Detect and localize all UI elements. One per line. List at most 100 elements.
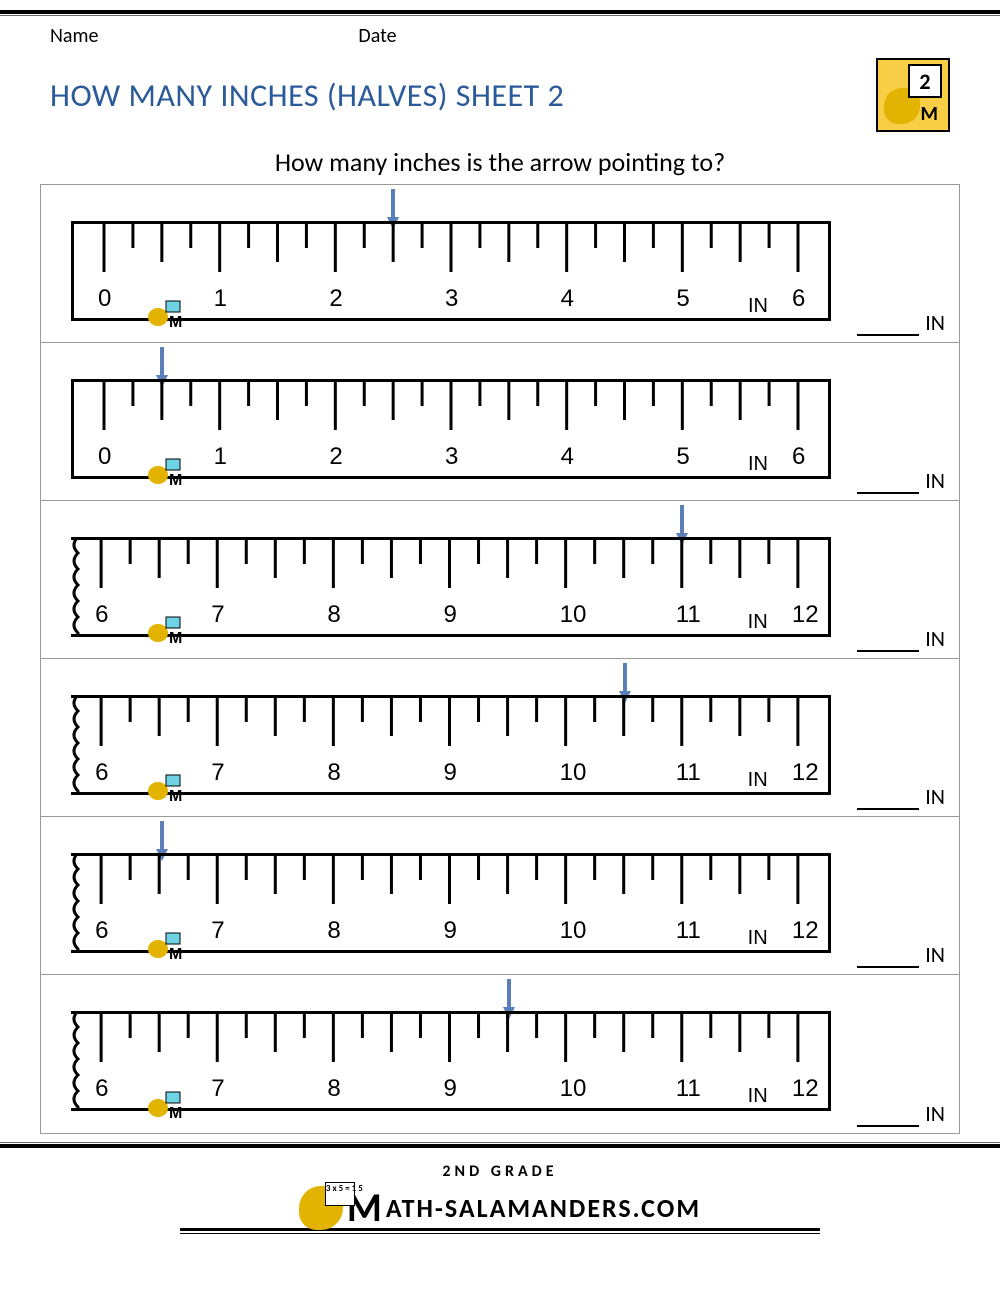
answer-unit: IN (925, 309, 945, 336)
svg-text:IN: IN (748, 611, 768, 633)
ruler-row: 0123456IN M IN (41, 343, 959, 501)
svg-text:6: 6 (95, 1075, 108, 1102)
svg-text:1: 1 (214, 443, 227, 470)
grade-number: 2 (908, 64, 942, 98)
svg-text:12: 12 (792, 917, 819, 944)
svg-text:IN: IN (748, 769, 768, 791)
mini-logo-icon: M (146, 615, 188, 650)
svg-text:M: M (169, 1105, 182, 1120)
ruler-row: 0 1 2 3 4 5 6 IN M IN (41, 185, 959, 343)
svg-text:11: 11 (676, 759, 701, 786)
answer-line (857, 1125, 919, 1127)
svg-text:9: 9 (443, 1075, 456, 1102)
name-label: Name (50, 24, 98, 48)
answer-blank[interactable]: IN (857, 625, 945, 652)
svg-text:M: M (169, 788, 182, 803)
svg-text:11: 11 (676, 1075, 701, 1102)
svg-text:12: 12 (792, 601, 819, 628)
svg-text:8: 8 (327, 601, 340, 628)
svg-text:2: 2 (329, 285, 342, 312)
svg-text:11: 11 (676, 601, 701, 628)
footer-card: 3x5=15 (325, 1182, 355, 1206)
svg-text:6: 6 (95, 917, 108, 944)
svg-text:M: M (169, 630, 182, 645)
date-label: Date (358, 24, 396, 48)
svg-text:9: 9 (443, 601, 456, 628)
answer-unit: IN (925, 941, 945, 968)
svg-text:M: M (169, 946, 182, 961)
svg-text:0: 0 (98, 443, 111, 470)
answer-line (857, 492, 919, 494)
bottom-rule-thin (0, 1142, 1000, 1143)
worksheet-grid: 0123456IN M IN 0123456IN M IN 6789101112… (40, 184, 960, 1134)
answer-line (857, 650, 919, 652)
svg-text:IN: IN (748, 295, 768, 317)
answer-blank[interactable]: IN (857, 941, 945, 968)
svg-text:2: 2 (329, 443, 342, 470)
footer: 2ND GRADE 3x5=15 M ATH-SALAMANDERS.COM (0, 1162, 1000, 1234)
answer-line (857, 966, 919, 968)
svg-text:11: 11 (676, 917, 701, 944)
svg-text:7: 7 (211, 601, 224, 628)
footer-site-text: ATH-SALAMANDERS.COM (386, 1192, 701, 1224)
svg-text:1: 1 (214, 285, 227, 312)
svg-text:7: 7 (211, 759, 224, 786)
footer-underline2 (180, 1233, 820, 1234)
answer-unit: IN (925, 467, 945, 494)
mini-logo-icon: M (146, 457, 188, 492)
svg-text:12: 12 (792, 759, 819, 786)
grade-badge: 2 M (876, 58, 950, 132)
page: Name Date HOW MANY INCHES (HALVES) SHEET… (0, 10, 1000, 1274)
ruler-row: 6789101112IN M IN (41, 975, 959, 1133)
worksheet-title: HOW MANY INCHES (HALVES) SHEET 2 (50, 76, 564, 115)
logo-m-icon: M (921, 102, 938, 126)
svg-text:7: 7 (211, 1075, 224, 1102)
svg-text:8: 8 (327, 917, 340, 944)
answer-blank[interactable]: IN (857, 309, 945, 336)
ruler-row: 6789101112IN M IN (41, 659, 959, 817)
title-row: HOW MANY INCHES (HALVES) SHEET 2 2 M (0, 48, 1000, 132)
mini-logo-icon: M (146, 773, 188, 808)
top-rule-thin (0, 15, 1000, 16)
answer-blank[interactable]: IN (857, 783, 945, 810)
svg-text:10: 10 (560, 759, 587, 786)
svg-text:10: 10 (560, 917, 587, 944)
svg-text:IN: IN (748, 1085, 768, 1107)
svg-text:4: 4 (561, 285, 574, 312)
ruler-row: 6789101112IN M IN (41, 501, 959, 659)
ruler-row: 6 7 8 9 10 11 12 IN M IN (41, 817, 959, 975)
footer-site: 3x5=15 M ATH-SALAMANDERS.COM (299, 1183, 701, 1232)
header-row: Name Date (0, 24, 1000, 48)
svg-text:M: M (169, 314, 182, 329)
svg-text:9: 9 (443, 917, 456, 944)
svg-text:3: 3 (445, 443, 458, 470)
svg-text:8: 8 (327, 1075, 340, 1102)
answer-unit: IN (925, 783, 945, 810)
svg-text:M: M (169, 472, 182, 487)
answer-line (857, 808, 919, 810)
mini-logo-icon: M (146, 1090, 188, 1125)
svg-text:10: 10 (560, 1075, 587, 1102)
svg-text:IN: IN (748, 453, 768, 475)
svg-text:8: 8 (327, 759, 340, 786)
answer-blank[interactable]: IN (857, 1100, 945, 1127)
svg-text:0: 0 (98, 285, 111, 312)
answer-line (857, 334, 919, 336)
bottom-rule-thick (0, 1144, 1000, 1148)
footer-salamander-icon: 3x5=15 (299, 1186, 343, 1230)
mini-logo-icon: M (146, 299, 188, 334)
svg-text:10: 10 (560, 601, 587, 628)
svg-text:4: 4 (561, 443, 574, 470)
svg-text:5: 5 (676, 443, 689, 470)
mini-logo-icon: M (146, 931, 188, 966)
svg-text:5: 5 (676, 285, 689, 312)
svg-text:6: 6 (792, 285, 805, 312)
svg-text:7: 7 (211, 917, 224, 944)
svg-text:9: 9 (443, 759, 456, 786)
answer-unit: IN (925, 1100, 945, 1127)
svg-text:3: 3 (445, 285, 458, 312)
footer-grade: 2ND GRADE (0, 1162, 1000, 1181)
svg-text:IN: IN (748, 927, 768, 949)
answer-unit: IN (925, 625, 945, 652)
answer-blank[interactable]: IN (857, 467, 945, 494)
